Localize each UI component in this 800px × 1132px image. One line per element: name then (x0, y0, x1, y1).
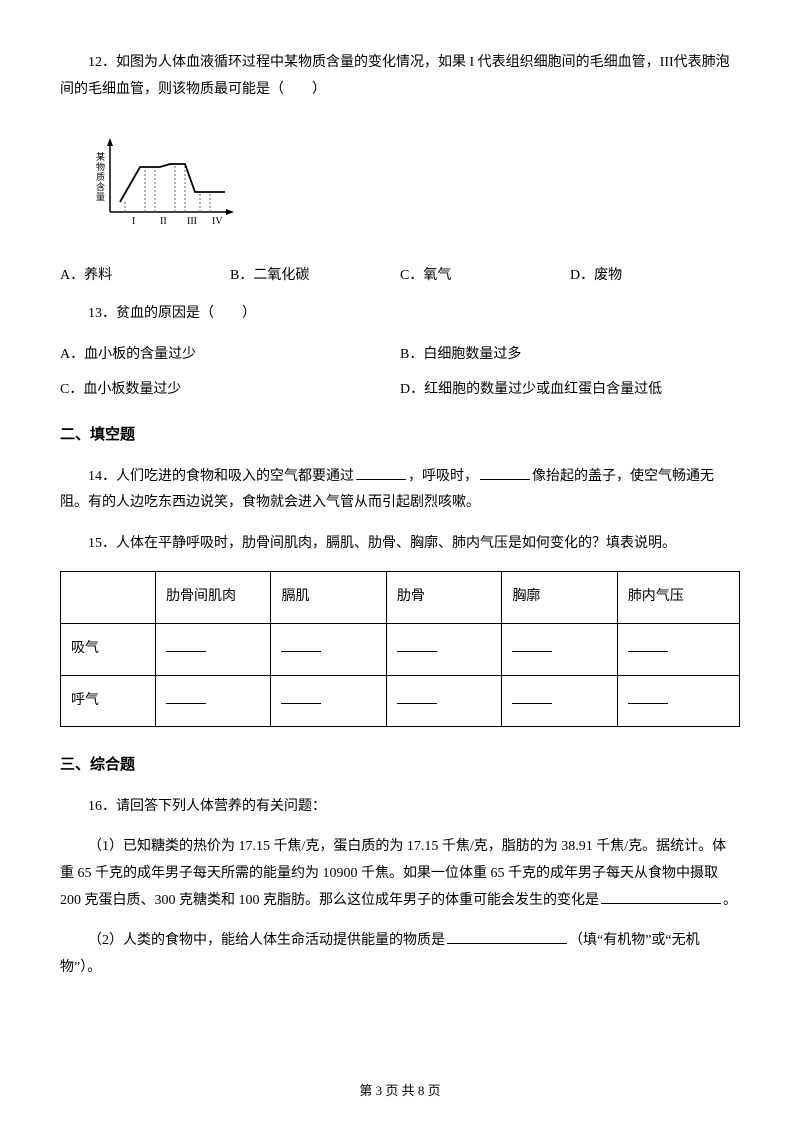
svg-text:I: I (132, 216, 135, 227)
table-cell: 肺内气压 (617, 572, 739, 624)
table-cell (617, 624, 739, 676)
q12-opt-c: C．氧气 (400, 263, 570, 290)
table-cell: 胸廓 (502, 572, 617, 624)
section3-title: 三、综合题 (60, 751, 740, 780)
table-cell (386, 624, 501, 676)
q14-p2: ，呼吸时， (408, 469, 478, 484)
q12-opt-d: D．废物 (570, 263, 740, 290)
q16-p1: （1）已知糖类的热价为 17.15 千焦/克，蛋白质的为 17.15 千焦/克，… (60, 834, 740, 914)
q15-stem: 15．人体在平静呼吸时，肋骨间肌肉，膈肌、肋骨、胸廓、肺内气压是如何变化的？填表… (60, 531, 740, 558)
table-cell (386, 675, 501, 727)
q12-number: 12． (88, 55, 116, 70)
svg-text:物: 物 (96, 161, 105, 172)
q13-text: 贫血的原因是（ ） (116, 306, 256, 321)
q15-number: 15． (88, 536, 116, 551)
table-row: 肋骨间肌肉 膈肌 肋骨 胸廓 肺内气压 (61, 572, 740, 624)
q14-blank2 (480, 479, 530, 480)
q16-stem-text: 请回答下列人体营养的有关问题： (116, 799, 326, 814)
table-cell (156, 624, 271, 676)
q16-number: 16． (88, 799, 116, 814)
q13-options-row2: C．血小板数量过少 D．红细胞的数量过少或血红蛋白含量过低 (60, 377, 740, 404)
section2-title: 二、填空题 (60, 421, 740, 450)
table-cell: 吸气 (61, 624, 156, 676)
table-cell (61, 572, 156, 624)
table-cell (271, 624, 386, 676)
q13-number: 13． (88, 306, 116, 321)
q15-table: 肋骨间肌肉 膈肌 肋骨 胸廓 肺内气压 吸气 呼气 (60, 571, 740, 727)
q13-stem: 13．贫血的原因是（ ） (60, 301, 740, 328)
q13-options-row1: A．血小板的含量过少 B．白细胞数量过多 (60, 342, 740, 369)
svg-text:某: 某 (96, 152, 105, 162)
q16-p2a: （2）人类的食物中，能给人体生命活动提供能量的物质是 (88, 933, 445, 948)
q13-opt-a: A．血小板的含量过少 (60, 342, 400, 369)
q13-opt-b: B．白细胞数量过多 (400, 342, 740, 369)
q16-p1b: 。 (723, 893, 737, 908)
page-footer: 第 3 页 共 8 页 (0, 1079, 800, 1104)
svg-text:IV: IV (212, 216, 223, 227)
q14-number: 14． (88, 469, 116, 484)
q12-opt-b: B．二氧化碳 (230, 263, 400, 290)
table-row: 呼气 (61, 675, 740, 727)
q16-p1a: （1）已知糖类的热价为 17.15 千焦/克，蛋白质的为 17.15 千焦/克，… (60, 839, 726, 907)
q12-opt-a: A．养料 (60, 263, 230, 290)
table-row: 吸气 (61, 624, 740, 676)
q16-blank1 (601, 903, 721, 904)
table-cell (271, 675, 386, 727)
q12-text: 如图为人体血液循环过程中某物质含量的变化情况，如果 I 代表组织细胞间的毛细血管… (60, 55, 730, 97)
table-cell: 肋骨 (386, 572, 501, 624)
q16-blank2 (447, 943, 567, 944)
table-cell (156, 675, 271, 727)
table-cell: 呼气 (61, 675, 156, 727)
q14-p1: 人们吃进的食物和吸入的空气都要通过 (116, 469, 354, 484)
q16-stem: 16．请回答下列人体营养的有关问题： (60, 794, 740, 821)
svg-text:量: 量 (96, 192, 105, 202)
svg-text:质: 质 (96, 171, 105, 182)
table-cell: 膈肌 (271, 572, 386, 624)
q12-options: A．养料 B．二氧化碳 C．氧气 D．废物 (60, 263, 740, 290)
q13-opt-c: C．血小板数量过少 (60, 377, 400, 404)
svg-text:III: III (187, 216, 197, 227)
table-cell (617, 675, 739, 727)
q12-chart: 某 物 质 含 量 I II III IV (90, 132, 240, 232)
q14-blank1 (356, 479, 406, 480)
q13-opt-d: D．红细胞的数量过少或血红蛋白含量过低 (400, 377, 740, 404)
q12-stem: 12．如图为人体血液循环过程中某物质含量的变化情况，如果 I 代表组织细胞间的毛… (60, 50, 740, 103)
table-cell: 肋骨间肌肉 (156, 572, 271, 624)
table-cell (502, 675, 617, 727)
svg-text:II: II (160, 216, 167, 227)
q14-stem: 14．人们吃进的食物和吸入的空气都要通过，呼吸时，像抬起的盖子，使空气畅通无阻。… (60, 464, 740, 517)
q15-text: 人体在平静呼吸时，肋骨间肌肉，膈肌、肋骨、胸廓、肺内气压是如何变化的？填表说明。 (116, 536, 676, 551)
svg-text:含: 含 (96, 181, 105, 192)
q16-p2: （2）人类的食物中，能给人体生命活动提供能量的物质是（填“有机物”或“无机物”）… (60, 928, 740, 981)
table-cell (502, 624, 617, 676)
